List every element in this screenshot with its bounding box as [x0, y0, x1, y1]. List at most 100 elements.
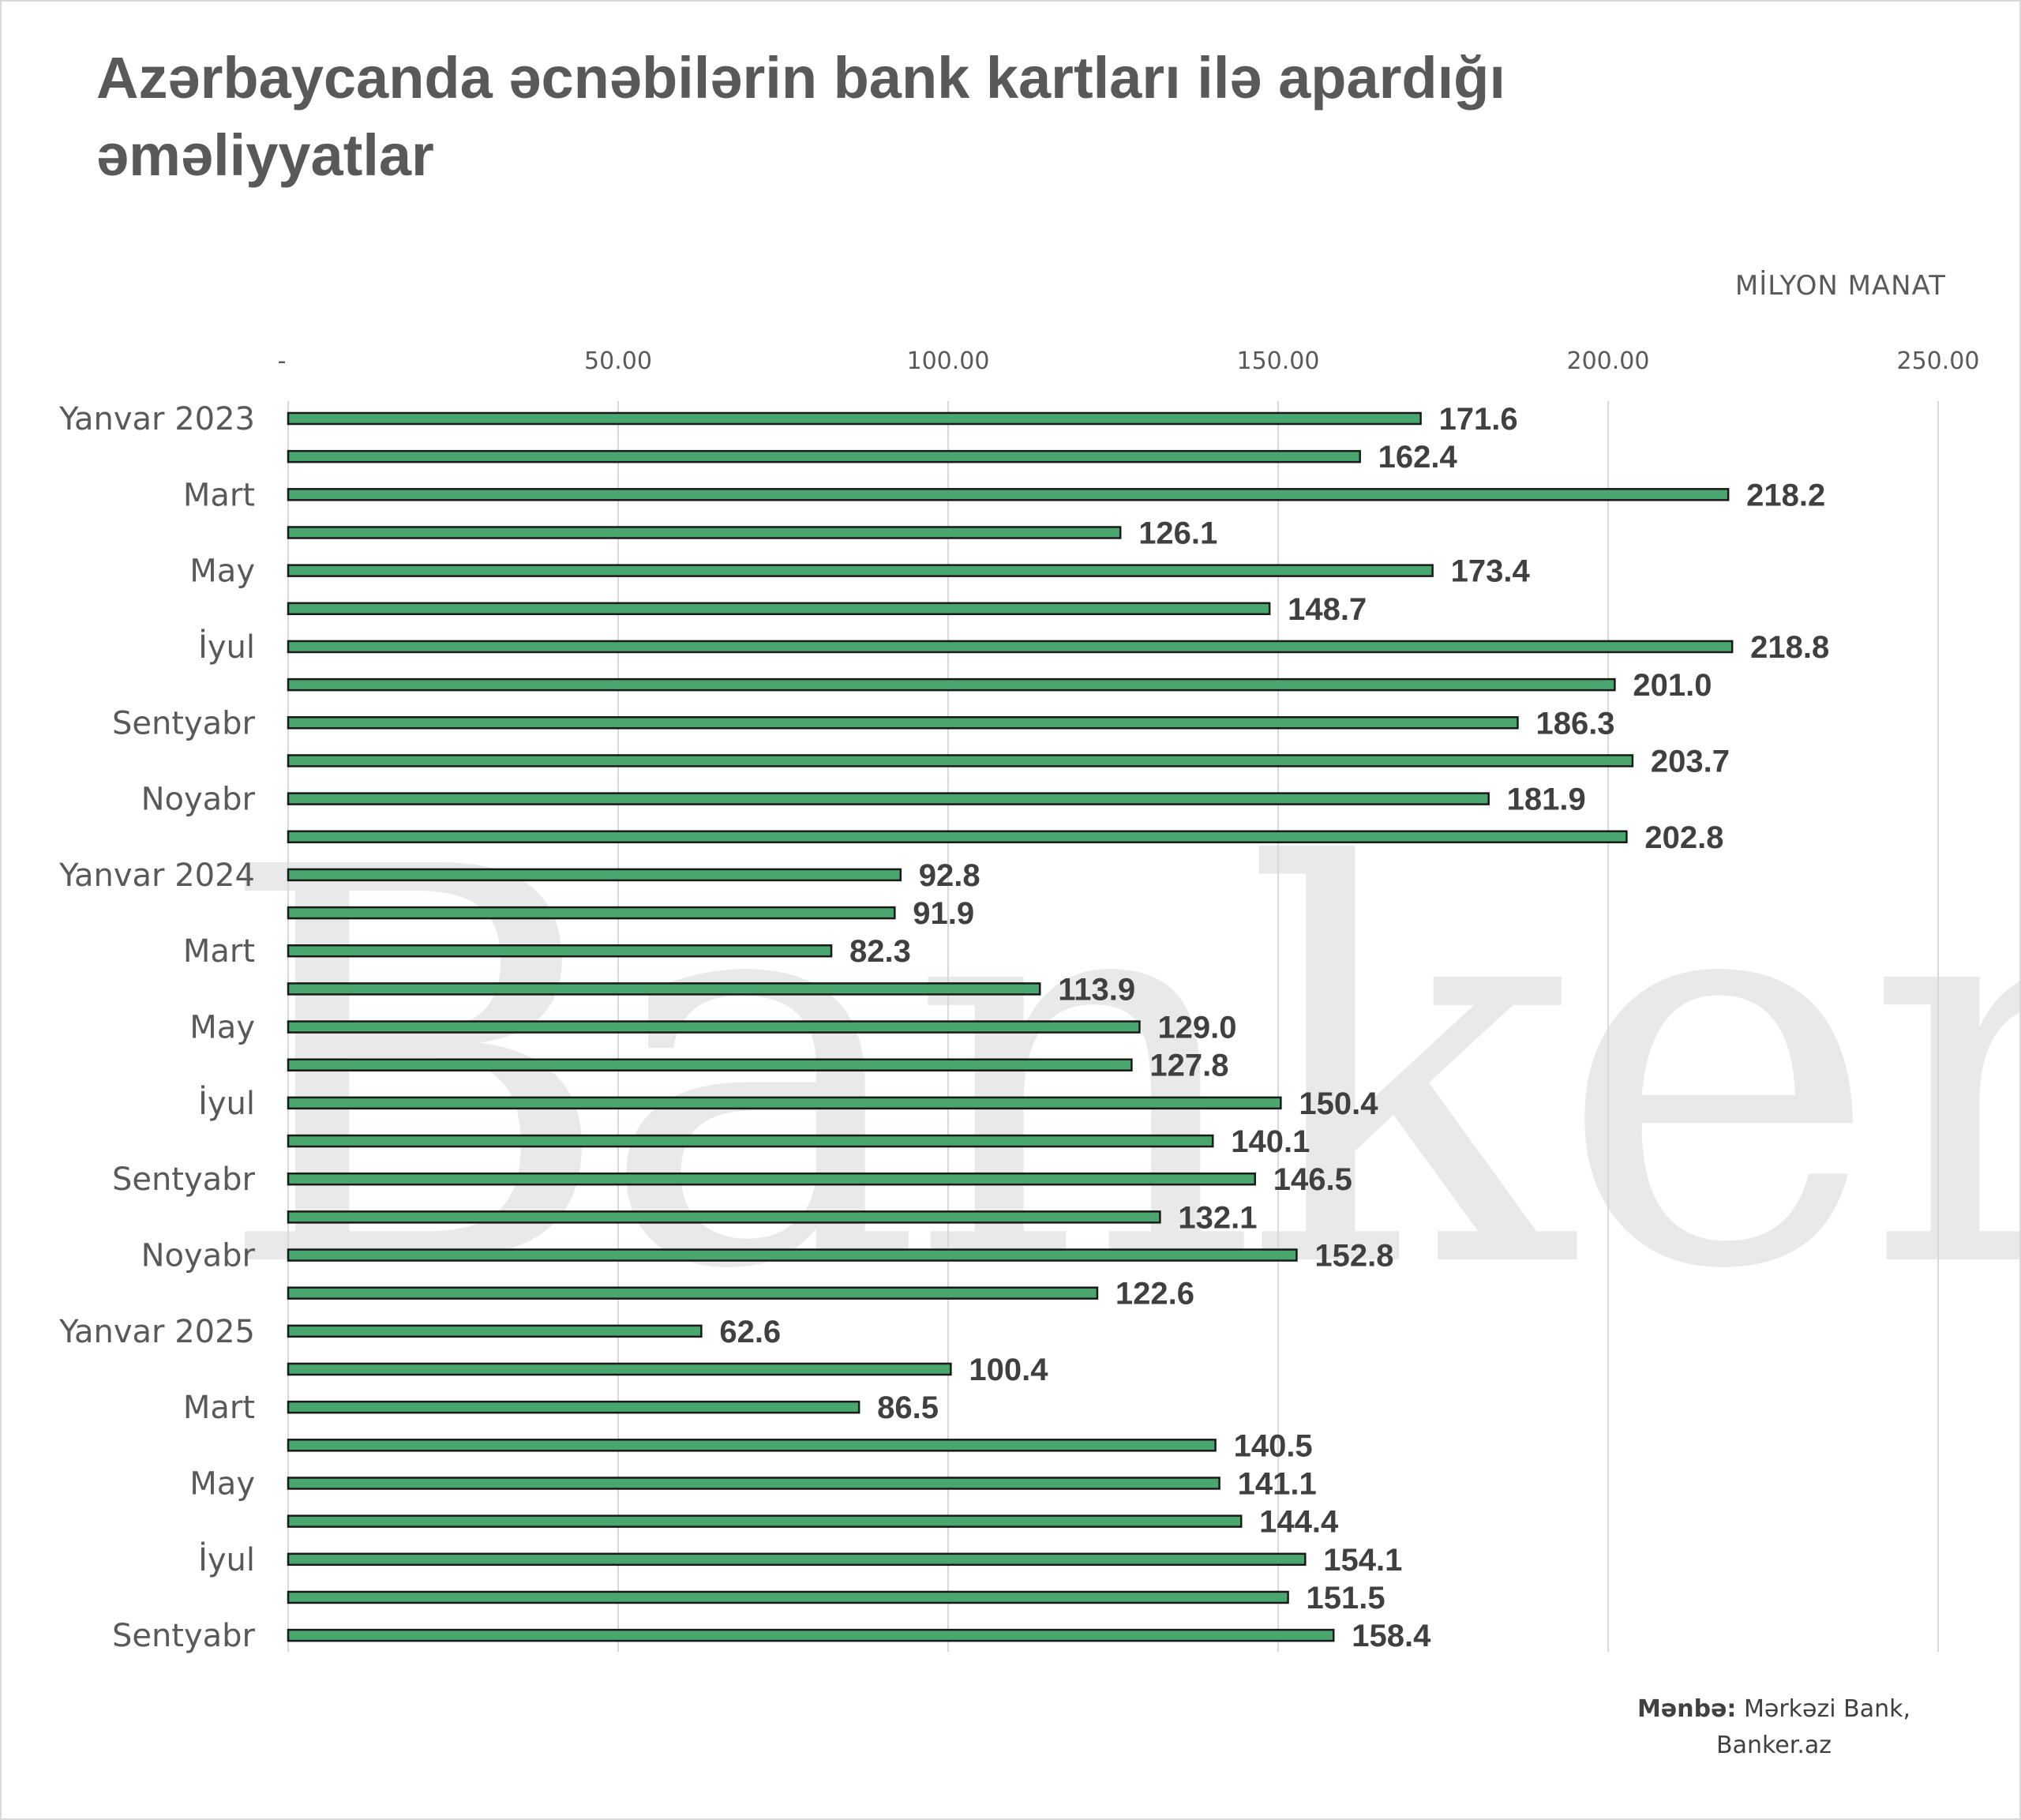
- data-label: 158.4: [1352, 1619, 1431, 1653]
- bar: [287, 1439, 1217, 1452]
- bar: [287, 1590, 1289, 1604]
- bar: [287, 944, 833, 958]
- category-label: May: [189, 1010, 255, 1046]
- category-labels: Yanvar 2023 Mart May İyul Sentyabr Noyabr Yanv…: [58, 401, 255, 1654]
- category-label: Noyabr: [141, 1238, 256, 1274]
- category-label: İyul: [198, 628, 255, 666]
- data-label: 91.9: [913, 896, 974, 931]
- category-label: Yanvar 2023: [58, 401, 255, 437]
- source-text: Mərkəzi Bank,: [1743, 1695, 1910, 1723]
- unit-label: MİLYON MANAT: [1734, 270, 1946, 302]
- data-label: 148.7: [1288, 592, 1367, 627]
- category-label: İyul: [198, 1084, 255, 1122]
- source-line2: Banker.az: [1716, 1732, 1832, 1759]
- data-label: 171.6: [1439, 402, 1518, 437]
- data-label: 126.1: [1138, 516, 1217, 550]
- category-label: İyul: [198, 1540, 255, 1578]
- source-note: Mənbə: Mərkəzi Bank, Banker.az: [1637, 1691, 1910, 1764]
- data-label: 151.5: [1307, 1581, 1385, 1615]
- data-label: 100.4: [969, 1353, 1048, 1387]
- data-label: 201.0: [1633, 668, 1712, 703]
- bar: [287, 982, 1041, 996]
- data-label: 186.3: [1535, 706, 1614, 741]
- data-label: 152.8: [1314, 1239, 1393, 1274]
- data-label: 181.9: [1507, 782, 1586, 817]
- data-label: 141.1: [1238, 1466, 1317, 1501]
- bar: [287, 792, 1490, 805]
- data-label: 154.1: [1323, 1543, 1402, 1578]
- bar: [287, 564, 1434, 577]
- category-label: Mart: [183, 1390, 255, 1426]
- bar: [287, 526, 1122, 539]
- data-label: 92.8: [919, 858, 981, 893]
- bar: [287, 868, 902, 882]
- bar: [287, 1552, 1307, 1567]
- x-tick-label: 50.00: [584, 347, 652, 375]
- category-label: Noyabr: [141, 782, 256, 818]
- x-tick-label: 250.00: [1897, 347, 1980, 375]
- category-label: Yanvar 2025: [58, 1314, 255, 1350]
- bar: [287, 1324, 703, 1338]
- category-label: Mart: [183, 933, 255, 970]
- data-label: 129.0: [1157, 1011, 1236, 1045]
- category-label: Sentyabr: [112, 1618, 256, 1654]
- data-label: 203.7: [1651, 744, 1730, 779]
- bar: [287, 1400, 861, 1414]
- bar: [287, 1514, 1243, 1528]
- bar: [287, 1210, 1161, 1224]
- data-label: 127.8: [1149, 1049, 1228, 1083]
- data-label: 140.1: [1231, 1124, 1310, 1159]
- bar: [287, 602, 1271, 616]
- category-label: Sentyabr: [112, 1161, 256, 1198]
- bar: [287, 449, 1361, 463]
- data-label: 140.5: [1234, 1428, 1313, 1463]
- data-label: 132.1: [1178, 1200, 1257, 1235]
- bar: [287, 488, 1730, 501]
- x-tick-label: 150.00: [1237, 347, 1320, 375]
- bar: [287, 1362, 952, 1376]
- bar: [287, 754, 1634, 767]
- data-label: 82.3: [849, 934, 911, 969]
- data-label: 150.4: [1299, 1086, 1378, 1121]
- bars: [287, 411, 1734, 1642]
- bar: [287, 1058, 1133, 1071]
- data-label: 62.6: [719, 1315, 781, 1349]
- category-label: Sentyabr: [112, 705, 256, 741]
- data-label: 202.8: [1644, 820, 1723, 855]
- bar: [287, 677, 1616, 692]
- data-label: 122.6: [1115, 1277, 1194, 1312]
- bar: [287, 1172, 1256, 1186]
- bar: [287, 906, 896, 920]
- bar: [287, 716, 1519, 730]
- bar: [287, 640, 1734, 654]
- bar: [287, 1096, 1282, 1110]
- bar: [287, 830, 1628, 844]
- x-tick-label: -: [278, 347, 287, 375]
- bar: [287, 411, 1422, 426]
- bar: [287, 1477, 1220, 1490]
- data-label: 144.4: [1259, 1505, 1339, 1540]
- data-label: 86.5: [877, 1390, 939, 1425]
- category-label: May: [189, 1465, 255, 1502]
- bar: [287, 1628, 1335, 1642]
- category-label: Mart: [183, 477, 255, 513]
- category-label: Yanvar 2024: [58, 857, 255, 894]
- x-tick-label: 100.00: [907, 347, 990, 375]
- bar: [287, 1248, 1298, 1262]
- data-label: 146.5: [1273, 1162, 1352, 1197]
- data-label: 162.4: [1378, 440, 1458, 475]
- data-label: 218.8: [1750, 630, 1829, 665]
- data-label: 173.4: [1451, 554, 1531, 589]
- bar: [287, 1286, 1099, 1300]
- chart-title: Azərbaycanda əcnəbilərin bank kartları i…: [96, 45, 1505, 188]
- source-label: Mənbə:: [1637, 1695, 1737, 1723]
- data-label: 113.9: [1058, 972, 1135, 1007]
- data-label: 218.2: [1746, 478, 1825, 512]
- x-axis-ticks: - 50.00 100.00 150.00 200.00 250.00: [278, 347, 1980, 375]
- x-tick-label: 200.00: [1567, 347, 1650, 375]
- category-label: May: [189, 554, 255, 590]
- bar: [287, 1020, 1141, 1034]
